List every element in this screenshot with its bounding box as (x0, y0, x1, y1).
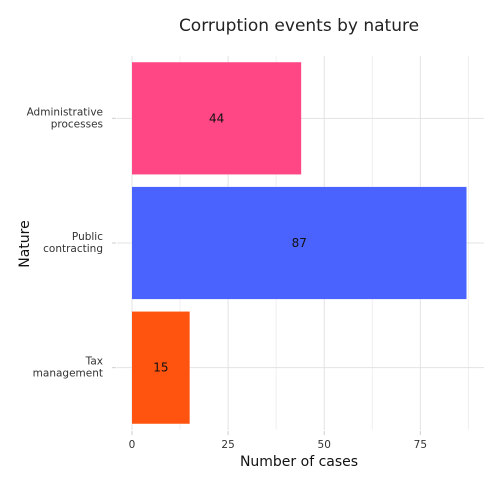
data-labels: 44 87 15 (153, 111, 307, 374)
y-tick-label: Public contracting (43, 231, 103, 255)
data-label: 87 (292, 236, 307, 250)
x-axis: 0 25 50 75 (129, 431, 427, 451)
bar (132, 186, 467, 300)
x-tick-label: 75 (414, 439, 427, 451)
y-tick-label: Tax management (33, 356, 103, 380)
x-tick-label: 50 (318, 439, 331, 451)
data-label: 44 (209, 111, 224, 125)
x-tick-label: 25 (221, 439, 234, 451)
data-label: 15 (153, 361, 168, 375)
bars (132, 62, 467, 424)
x-axis-title: Number of cases (240, 454, 358, 470)
y-tick-label: Administrative processes (27, 106, 103, 130)
y-axis: Administrative processes Public contracting… (27, 106, 116, 380)
chart-title: Corruption events by nature (179, 16, 419, 36)
x-tick-label: 0 (129, 439, 136, 451)
bar (132, 311, 190, 424)
y-axis-title: Nature (17, 220, 33, 267)
bar (132, 62, 302, 175)
